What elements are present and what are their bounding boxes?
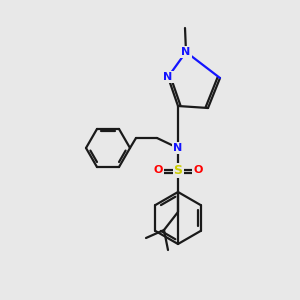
Text: N: N xyxy=(173,143,183,153)
Text: S: S xyxy=(173,164,182,176)
Text: N: N xyxy=(182,47,190,57)
Text: O: O xyxy=(193,165,203,175)
Text: N: N xyxy=(164,72,172,82)
Text: O: O xyxy=(153,165,163,175)
